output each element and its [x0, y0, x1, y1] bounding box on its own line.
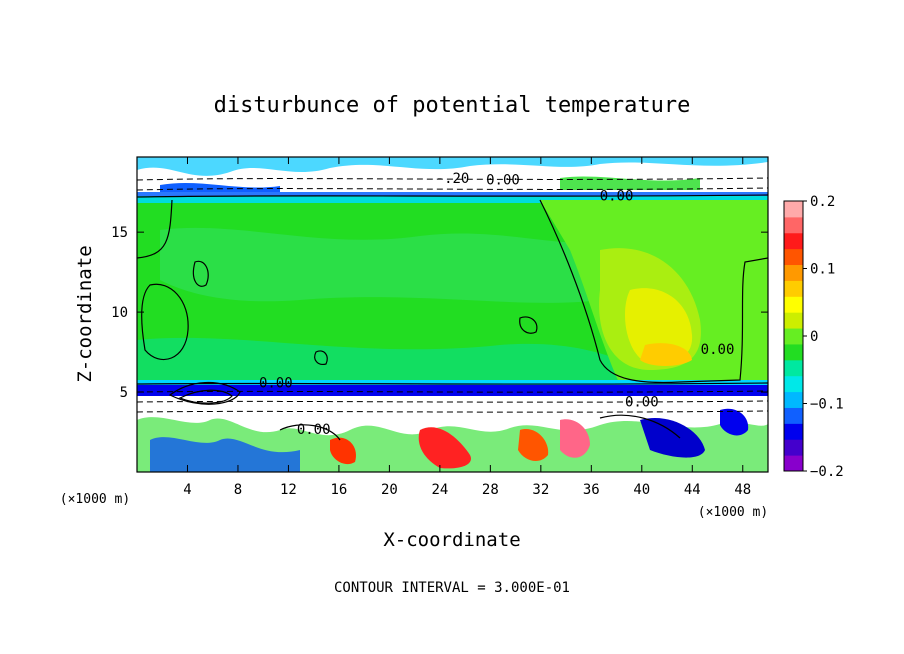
- x-tick-label: 16: [330, 482, 347, 498]
- contour-line-dashed: [137, 410, 768, 413]
- contour-line: [314, 350, 328, 365]
- x-tick-label: 20: [381, 482, 398, 498]
- contour-label: 0.00: [259, 375, 293, 391]
- contour-line: [168, 381, 241, 405]
- x-tick-label: 4: [183, 482, 191, 498]
- contour-label: 0.00: [701, 342, 735, 358]
- field-warm-orange: [640, 343, 692, 366]
- contour-line: [539, 199, 768, 384]
- colorbar-ticks: 0.2 0.1 0 −0.1 −0.2: [803, 194, 844, 480]
- y-axis-label: Z-coordinate: [74, 245, 96, 382]
- colorbar-swatch: [784, 391, 803, 408]
- field-lower-blue3: [720, 408, 749, 436]
- contour-line: [137, 199, 173, 259]
- x-axis-label: X-coordinate: [383, 529, 520, 551]
- x-tick-label: 24: [431, 482, 448, 498]
- colorbar-tick-label: −0.1: [810, 397, 844, 413]
- field-lower-blue1: [150, 437, 300, 472]
- contour-line: [519, 316, 538, 334]
- contour-label-layer: 0.00 0.00 0.00 0.00 0.00 0.00 -.20: [259, 171, 734, 438]
- contour-interval-text: CONTOUR INTERVAL = 3.000E-01: [334, 580, 570, 596]
- colorbar-swatch: [784, 296, 803, 313]
- colorbar-swatch: [784, 280, 803, 297]
- x-tick-label: 44: [684, 482, 701, 498]
- colorbar-swatch: [784, 343, 803, 361]
- field-lower-red3: [330, 437, 356, 465]
- plot-frame: [136, 156, 769, 473]
- x-unit-left: (×1000 m): [60, 492, 130, 507]
- colorbar-tick-label: 0.1: [810, 262, 835, 278]
- contour-label: -.20: [436, 171, 470, 187]
- colorbar-swatch: [784, 232, 803, 250]
- colorbar-swatch: [784, 439, 803, 456]
- colorbar-swatch: [784, 264, 803, 281]
- colorbar-swatch: [784, 455, 803, 472]
- x-tick-label: 40: [633, 482, 650, 498]
- y-tick-label: 15: [111, 225, 128, 241]
- contour-label: 0.00: [297, 422, 331, 438]
- colorbar-swatch: [784, 312, 803, 329]
- y-tick-label: 5: [120, 385, 128, 401]
- contour-line: [141, 283, 189, 361]
- field-upper-green: [560, 176, 700, 190]
- plot-area: 0.00 0.00 0.00 0.00 0.00 0.00 -.20: [137, 157, 768, 472]
- colorbar-swatch: [784, 407, 803, 424]
- contour-line: [599, 414, 681, 439]
- colorbar-swatch: [784, 359, 803, 377]
- contour-label: 0.00: [625, 395, 659, 411]
- contour-label: 0.00: [600, 188, 634, 204]
- colorbar-swatch: [784, 216, 803, 234]
- field-warm-yellow: [625, 288, 693, 363]
- colorbar-tick-label: 0.2: [810, 194, 835, 210]
- colorbar: [784, 201, 803, 472]
- x-tick-label: 32: [532, 482, 549, 498]
- contour-line-dashed: [137, 400, 768, 403]
- colorbar-tick-label: −0.2: [810, 464, 844, 480]
- y-axis: 5 10 15: [111, 225, 768, 401]
- contour-line-dashed: [137, 187, 768, 191]
- field-upper-cyan: [137, 157, 768, 176]
- colorbar-swatch: [784, 328, 803, 345]
- contour-lines: [137, 194, 768, 441]
- x-tick-label: 12: [280, 482, 297, 498]
- colorbar-tick-label: 0: [810, 329, 818, 345]
- field-lower-blue2: [640, 418, 705, 458]
- x-tick-label: 28: [482, 482, 499, 498]
- field-bl-blue: [137, 385, 768, 396]
- colorbar-swatch: [784, 201, 803, 218]
- y-tick-label: 10: [111, 305, 128, 321]
- contour-line: [192, 260, 209, 287]
- x-axis: 4 8 12 16 20 24 28 32 36 40 44 48: [183, 157, 751, 498]
- contour-label: 0.00: [486, 172, 520, 188]
- chart-title: disturbunce of potential temperature: [214, 93, 691, 118]
- contour-lines-negative: [137, 177, 768, 413]
- contour-line: [137, 194, 768, 198]
- contour-line: [279, 424, 341, 441]
- x-tick-label: 8: [234, 482, 242, 498]
- field-lower-red1: [418, 427, 471, 469]
- field-lower-pink: [560, 419, 590, 458]
- x-tick-label: 36: [583, 482, 600, 498]
- x-tick-label: 48: [734, 482, 751, 498]
- x-unit-right: (×1000 m): [698, 505, 768, 520]
- contour-line-dashed: [137, 177, 768, 181]
- colorbar-swatch: [784, 423, 803, 440]
- colorbar-swatch: [784, 248, 803, 266]
- field-upper-blue: [160, 182, 280, 193]
- field-lower-red2: [518, 429, 549, 462]
- contour-line-dashed: [137, 390, 768, 393]
- contour-line: [137, 382, 768, 385]
- field-mid-cyanish: [160, 227, 600, 303]
- colorbar-swatch: [784, 375, 803, 393]
- field-lower-cyanish: [137, 337, 620, 385]
